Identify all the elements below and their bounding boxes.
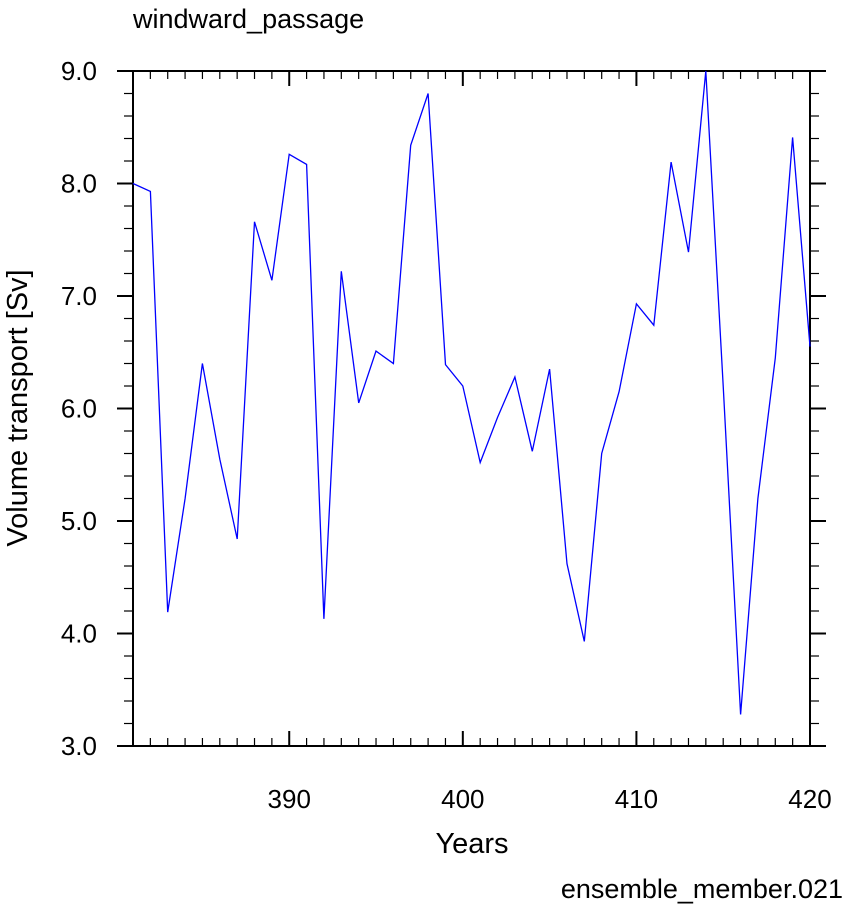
- x-tick-label: 390: [268, 784, 311, 814]
- x-tick-label: 420: [788, 784, 831, 814]
- y-tick-label: 4.0: [61, 619, 97, 649]
- ensemble-member-label: ensemble_member.021: [561, 874, 843, 904]
- y-tick-label: 5.0: [61, 506, 97, 536]
- y-tick-label: 8.0: [61, 169, 97, 199]
- y-tick-label: 9.0: [61, 56, 97, 86]
- plot-frame: [132, 70, 811, 747]
- series-line: [132, 70, 811, 715]
- chart-title: windward_passage: [132, 4, 364, 34]
- x-tick-label: 410: [615, 784, 658, 814]
- y-tick-label: 6.0: [61, 394, 97, 424]
- x-tick-label: 400: [441, 784, 484, 814]
- y-tick-label: 7.0: [61, 281, 97, 311]
- y-axis-label: Volume transport [Sv]: [2, 269, 34, 546]
- plot-area: 390 400 410 420 3.0 4.0 5.0 6.0 7.0 8.0 9.0: [61, 56, 832, 814]
- x-axis-label: Years: [435, 828, 508, 860]
- y-tick-label: 3.0: [61, 731, 97, 761]
